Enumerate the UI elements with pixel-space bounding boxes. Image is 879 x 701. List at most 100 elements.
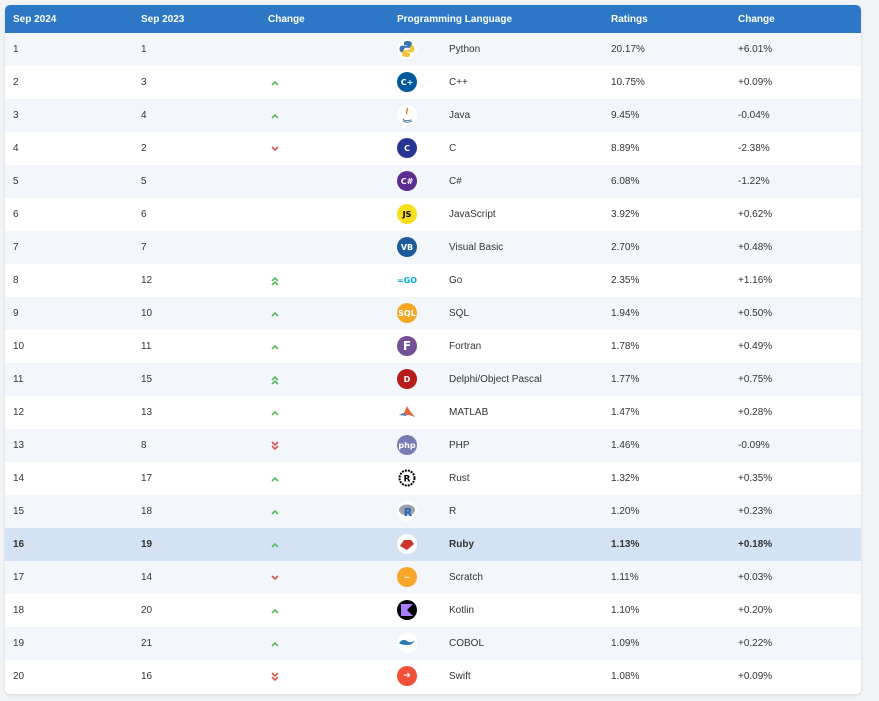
rating-change: -0.04% [738,110,770,121]
table-row[interactable]: 15 18 R R 1.20% +0.23% [5,495,861,528]
table-body: 1 1 Python 20.17% +6.01% 2 3 C+ C++ 10.75% +0.09% 3… [5,33,861,693]
rank-current: 15 [13,506,25,517]
language-name: JavaScript [449,209,496,220]
rank-current: 14 [13,473,25,484]
table-row[interactable]: 17 14 ~ Scratch 1.11% +0.03% [5,561,861,594]
trend-up-icon [270,407,280,419]
header-change-percent[interactable]: Change [738,13,775,25]
language-name: C++ [449,77,468,88]
language-name: MATLAB [449,407,489,418]
rating-change: +0.22% [738,638,773,649]
trend-up-icon [270,638,280,650]
rank-current: 20 [13,671,25,682]
rating-value: 1.94% [611,308,640,319]
trend-up-icon [270,605,280,617]
c-icon: C [397,138,417,158]
table-row[interactable]: 10 11 F Fortran 1.78% +0.49% [5,330,861,363]
table-row[interactable]: 6 6 JS JavaScript 3.92% +0.62% [5,198,861,231]
header-change[interactable]: Change [268,13,305,25]
swift-icon: ➜ [397,666,417,686]
table-row[interactable]: 16 19 Ruby 1.13% +0.18% [5,528,861,561]
trend-down-double-icon [270,671,280,683]
language-name: Ruby [449,539,474,550]
rank-current: 3 [13,110,19,121]
rating-value: 1.47% [611,407,640,418]
table-row[interactable]: 3 4 Java 9.45% -0.04% [5,99,861,132]
rating-value: 8.89% [611,143,640,154]
table-row[interactable]: 18 20 Kotlin 1.10% +0.20% [5,594,861,627]
trend-up-icon [270,539,280,551]
trend-up-icon [270,473,280,485]
rank-previous: 12 [141,275,153,286]
rating-change: +0.23% [738,506,773,517]
trend-up-icon [270,341,280,353]
language-name: Fortran [449,341,482,352]
visual-basic-icon: VB [397,237,417,257]
svg-text:R: R [404,506,413,519]
rating-change: +0.48% [738,242,773,253]
rank-current: 11 [13,374,24,385]
rank-current: 19 [13,638,25,649]
rating-value: 1.08% [611,671,640,682]
rank-previous: 16 [141,671,153,682]
trend-down-icon [270,143,280,155]
rating-change: -2.38% [738,143,770,154]
php-icon: php [397,435,417,455]
matlab-icon [397,402,417,422]
rank-previous: 1 [141,44,147,55]
rating-change: +0.09% [738,671,773,682]
table-row[interactable]: 1 1 Python 20.17% +6.01% [5,33,861,66]
language-name: Python [449,44,481,55]
rank-previous: 20 [141,605,153,616]
rating-value: 1.32% [611,473,640,484]
table-row[interactable]: 20 16 ➜ Swift 1.08% +0.09% [5,660,861,693]
table-row[interactable]: 4 2 C C 8.89% -2.38% [5,132,861,165]
sql-icon: SQL [397,303,417,323]
rating-change: +0.50% [738,308,773,319]
rank-previous: 6 [141,209,147,220]
header-sep-2023[interactable]: Sep 2023 [141,13,185,25]
rank-previous: 11 [141,341,152,352]
rank-previous: 15 [141,374,153,385]
table-row[interactable]: 7 7 VB Visual Basic 2.70% +0.48% [5,231,861,264]
cplusplus-icon: C+ [397,72,417,92]
rank-current: 13 [13,440,25,451]
table-row[interactable]: 9 10 SQL SQL 1.94% +0.50% [5,297,861,330]
rank-previous: 5 [141,176,147,187]
table-row[interactable]: 19 21 COBOL 1.09% +0.22% [5,627,861,660]
csharp-icon: C# [397,171,417,191]
table-row[interactable]: 13 8 php PHP 1.46% -0.09% [5,429,861,462]
header-sep-2024[interactable]: Sep 2024 [13,13,57,25]
rating-change: +0.20% [738,605,773,616]
svg-text:R: R [404,475,411,485]
language-name: COBOL [449,638,485,649]
table-row[interactable]: 5 5 C# C# 6.08% -1.22% [5,165,861,198]
table-row[interactable]: 8 12 =GO Go 2.35% +1.16% [5,264,861,297]
delphi-icon: D [397,369,417,389]
rank-current: 16 [13,539,25,550]
rank-previous: 19 [141,539,153,550]
ruby-icon [397,534,417,554]
table-row[interactable]: 14 17 R Rust 1.32% +0.35% [5,462,861,495]
language-name: PHP [449,440,470,451]
language-name: Kotlin [449,605,475,616]
table-header: Sep 2024 Sep 2023 Change Programming Lan… [5,5,861,33]
python-icon [397,39,417,59]
language-name: Delphi/Object Pascal [449,374,542,385]
rating-value: 2.35% [611,275,640,286]
language-name: R [449,506,457,517]
rating-change: -1.22% [738,176,770,187]
rating-change: +0.62% [738,209,773,220]
scratch-icon: ~ [397,567,417,587]
rating-value: 1.78% [611,341,640,352]
table-row[interactable]: 11 15 D Delphi/Object Pascal 1.77% +0.75% [5,363,861,396]
table-row[interactable]: 2 3 C+ C++ 10.75% +0.09% [5,66,861,99]
header-programming-language[interactable]: Programming Language [397,13,513,25]
header-ratings[interactable]: Ratings [611,13,648,25]
table-row[interactable]: 12 13 MATLAB 1.47% +0.28% [5,396,861,429]
trend-up-double-icon [270,374,280,386]
rank-previous: 2 [141,143,147,154]
language-name: Java [449,110,471,121]
javascript-icon: JS [397,204,417,224]
fortran-icon: F [397,336,417,356]
